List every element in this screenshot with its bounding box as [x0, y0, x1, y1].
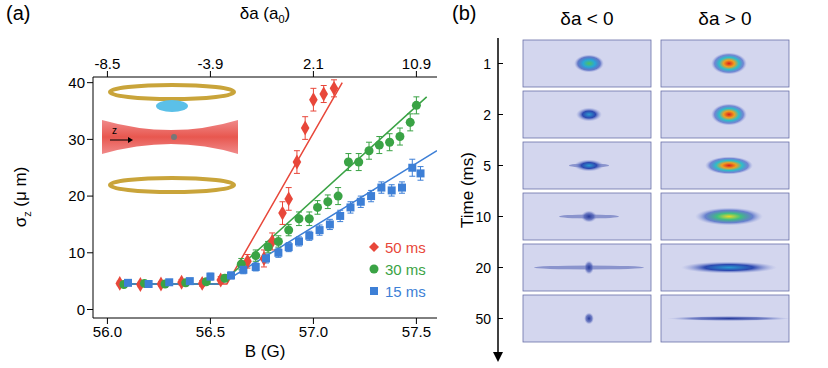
svg-text:-3.9: -3.9	[197, 55, 223, 72]
html-text:Time (ms): Time (ms)	[458, 152, 477, 228]
svg-text:1: 1	[483, 56, 491, 72]
svg-text:30: 30	[68, 131, 85, 148]
svg-text:57.0: 57.0	[299, 323, 328, 340]
html-text:(μ m): (μ m)	[11, 166, 31, 212]
svg-text:40: 40	[68, 74, 85, 91]
html-text:z: z	[20, 211, 33, 217]
svg-text:57.5: 57.5	[402, 323, 431, 340]
svg-text:z: z	[112, 125, 117, 136]
svg-text:56.0: 56.0	[93, 323, 122, 340]
html-text:50 ms: 50 ms	[385, 238, 426, 256]
svg-text:20: 20	[68, 187, 85, 204]
svg-text:10: 10	[68, 244, 85, 261]
svg-text:5: 5	[483, 158, 491, 174]
html-text:σ: σ	[11, 216, 31, 228]
html-text:δa > 0: δa > 0	[698, 8, 752, 29]
svg-text:20: 20	[475, 260, 491, 276]
svg-text:-8.5: -8.5	[94, 55, 120, 72]
html-text:(a): (a)	[6, 2, 31, 24]
html-text:B (G): B (G)	[244, 342, 286, 361]
svg-text:10.9: 10.9	[402, 55, 431, 72]
html-text:δa (a0): δa (a0)	[239, 4, 291, 26]
svg-text:2.1: 2.1	[303, 55, 324, 72]
svg-text:56.5: 56.5	[196, 323, 225, 340]
svg-text:0: 0	[77, 301, 85, 318]
html-text:30 ms: 30 ms	[385, 260, 426, 278]
html-text:δa < 0: δa < 0	[560, 8, 614, 29]
svg-text:2: 2	[483, 107, 491, 123]
html-text:(b): (b)	[452, 2, 477, 24]
svg-text:50: 50	[475, 311, 491, 327]
html-text:15 ms: 15 ms	[385, 282, 426, 300]
svg-text:10: 10	[475, 209, 491, 225]
